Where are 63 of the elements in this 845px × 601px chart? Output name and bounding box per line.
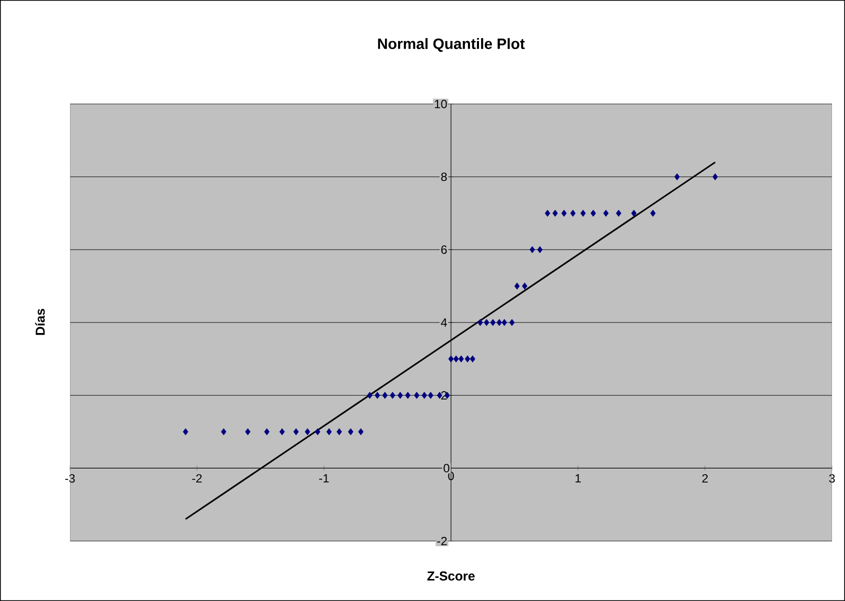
point	[514, 282, 520, 290]
point	[603, 210, 609, 217]
point	[561, 210, 567, 217]
point	[398, 392, 403, 399]
point	[502, 318, 508, 326]
x-tick-label: 3	[829, 474, 835, 483]
y-tick-label: -2	[437, 536, 447, 546]
x-tick-label: -3	[65, 474, 75, 483]
point	[348, 428, 354, 436]
point	[544, 210, 550, 217]
point	[631, 210, 637, 217]
point	[264, 428, 270, 436]
point	[182, 428, 188, 436]
point	[580, 210, 586, 217]
y-tick-label: 6	[441, 245, 447, 254]
point	[314, 428, 320, 436]
point	[374, 392, 380, 399]
x-tick-label: 2	[702, 474, 708, 483]
point	[552, 210, 558, 217]
point	[650, 210, 656, 217]
x-tick-label: -2	[192, 474, 202, 483]
point	[405, 392, 410, 399]
x-tick-label: 1	[576, 474, 581, 482]
point	[522, 282, 528, 290]
y-tick-label: 0	[444, 464, 450, 472]
point	[279, 428, 285, 436]
chart-title: Normal Quantile Plot	[378, 38, 525, 52]
point	[336, 428, 342, 436]
point	[674, 173, 680, 180]
point	[484, 318, 490, 326]
point	[326, 428, 332, 436]
point	[367, 392, 372, 399]
point	[712, 173, 718, 180]
point	[382, 392, 388, 399]
point	[537, 246, 543, 254]
point	[570, 210, 576, 217]
point	[293, 428, 299, 436]
y-tick-label: 4	[440, 318, 447, 327]
y-tick-label: 10	[434, 100, 447, 108]
point	[428, 392, 434, 399]
point	[458, 355, 464, 362]
point	[414, 392, 420, 399]
point	[448, 355, 454, 362]
point	[358, 428, 364, 436]
point	[478, 318, 483, 326]
point	[245, 428, 250, 436]
point	[496, 318, 502, 326]
point	[509, 318, 515, 326]
point	[464, 355, 470, 362]
x-tick-label: -1	[319, 474, 329, 482]
point	[490, 318, 496, 326]
point	[470, 355, 476, 362]
point	[453, 355, 459, 362]
point	[530, 246, 535, 254]
point	[220, 428, 226, 436]
point	[590, 210, 596, 217]
point	[304, 428, 310, 436]
y-axis-title: Días	[35, 308, 45, 335]
point	[616, 210, 622, 217]
y-tick-label: 8	[441, 172, 447, 182]
x-axis-title: Z-Score	[427, 571, 475, 581]
point	[390, 392, 396, 399]
point	[422, 392, 428, 399]
